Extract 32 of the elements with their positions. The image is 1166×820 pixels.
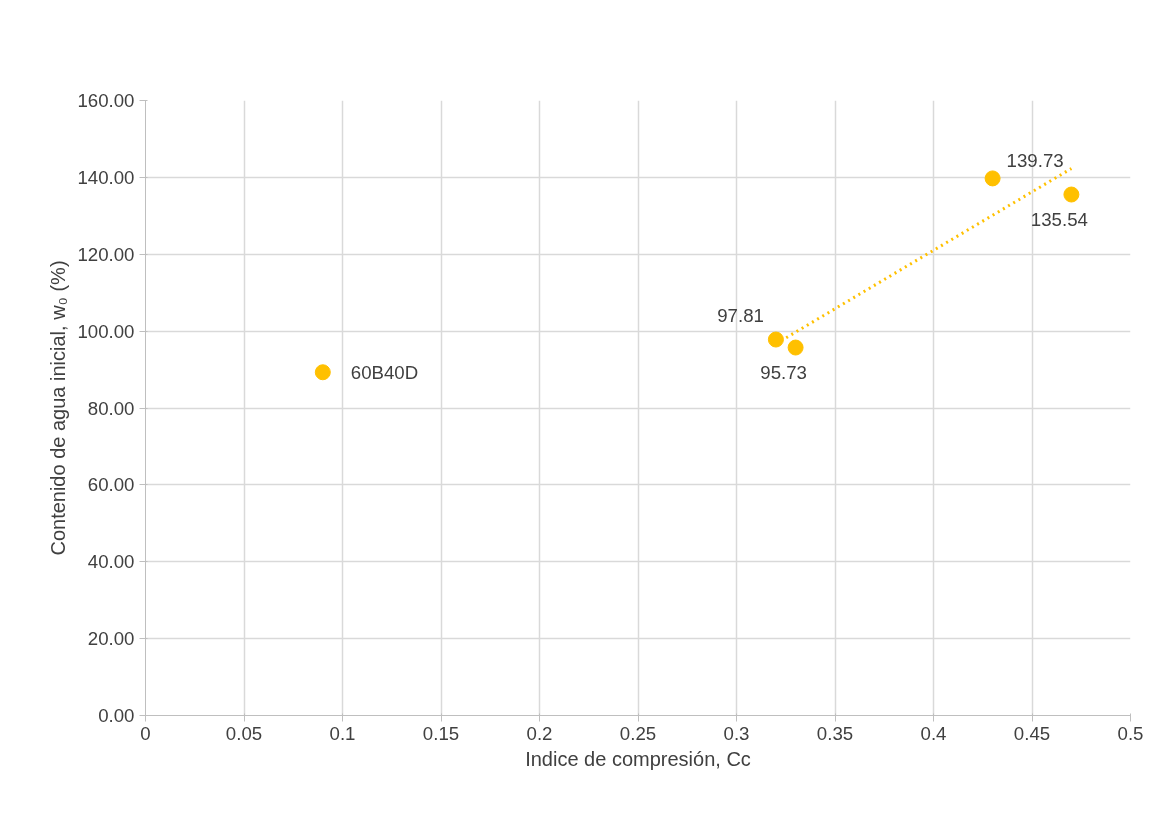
data-label: 95.73 [760, 361, 807, 383]
x-tick-label: 0.2 [526, 722, 553, 744]
x-tick-label: 0.4 [920, 722, 947, 744]
point [767, 331, 784, 348]
data-label: 135.54 [1030, 208, 1088, 230]
x-axis-title: Indice de compresión, Cc [525, 747, 751, 770]
point [787, 339, 804, 356]
data-label: 97.81 [717, 304, 764, 326]
point [314, 364, 331, 381]
x-tick-label: 0.5 [1117, 722, 1144, 744]
point [984, 170, 1001, 187]
y-tick-label: 120.00 [77, 243, 135, 265]
x-tick-label: 0 [140, 722, 151, 744]
x-tick-label: 0.25 [619, 722, 657, 744]
y-tick-label: 60.00 [87, 474, 135, 496]
y-tick-label: 80.00 [87, 397, 135, 419]
x-tick-label: 0.35 [816, 722, 854, 744]
x-tick-label: 0.15 [422, 722, 460, 744]
y-tick-label: 20.00 [87, 628, 135, 650]
data-label: 139.73 [1006, 149, 1064, 171]
y-tick-label: 40.00 [87, 551, 135, 573]
y-tick-label: 140.00 [77, 166, 135, 188]
y-tick-label: 160.00 [77, 90, 135, 111]
x-tick-label: 0.1 [329, 722, 356, 744]
y-tick-label: 100.00 [77, 320, 135, 342]
x-tick-label: 0.3 [723, 722, 750, 744]
y-axis-title: Contenido de agua inicial, w₀ (%) [47, 260, 70, 556]
y-tick-label: 0.00 [98, 705, 135, 726]
x-tick-label: 0.45 [1013, 722, 1051, 744]
annotation: 60B40D [350, 361, 419, 383]
point [1063, 186, 1080, 203]
x-tick-label: 0.05 [225, 722, 263, 744]
